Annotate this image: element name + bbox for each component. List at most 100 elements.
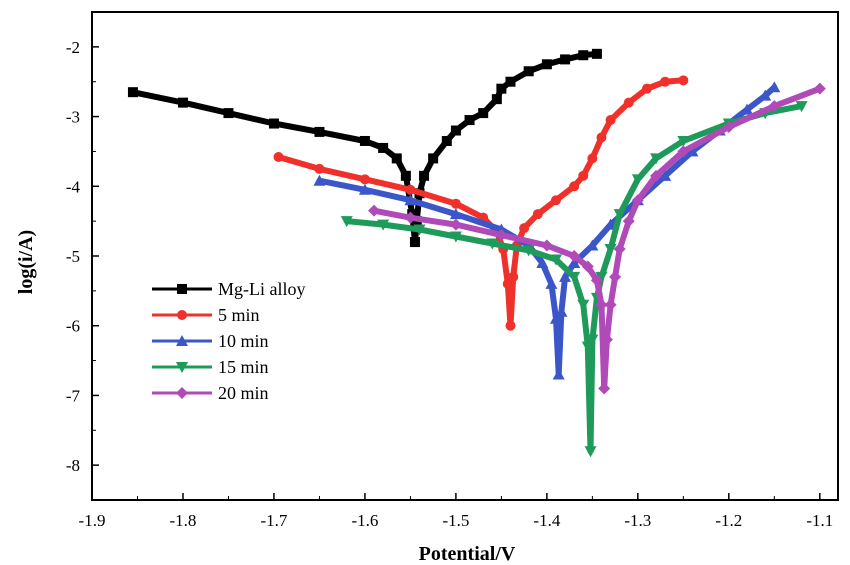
data-point	[595, 271, 608, 283]
data-point	[450, 125, 461, 136]
data-point	[641, 83, 652, 94]
data-point	[587, 153, 598, 164]
data-point	[613, 243, 626, 256]
data-point	[590, 274, 603, 287]
data-point	[223, 108, 234, 119]
data-point	[523, 66, 534, 77]
legend-label: 20 min	[218, 383, 269, 403]
data-point	[532, 209, 543, 220]
y-tick-label: -4	[66, 177, 81, 196]
data-point	[377, 219, 390, 231]
data-point	[486, 238, 499, 250]
data-point	[568, 256, 581, 268]
series-layer	[127, 48, 826, 458]
legend-marker	[177, 310, 187, 320]
data-point	[613, 209, 626, 221]
data-point	[314, 163, 325, 174]
plot-frame	[91, 11, 839, 501]
data-point	[577, 299, 590, 311]
data-point	[549, 312, 562, 324]
data-point	[541, 59, 552, 70]
legend-marker	[176, 387, 188, 399]
data-point	[464, 115, 475, 126]
data-point	[678, 75, 689, 86]
series-line	[129, 50, 600, 246]
legend-label: 15 min	[218, 357, 269, 377]
data-point	[604, 244, 617, 256]
y-tick-label: -8	[66, 456, 80, 475]
data-point	[549, 254, 562, 266]
data-point	[759, 89, 772, 101]
data-point	[449, 231, 462, 243]
data-point	[578, 170, 589, 181]
x-tick-label: -1.5	[442, 511, 469, 530]
y-tick-label: -5	[66, 247, 80, 266]
data-point	[441, 135, 452, 146]
y-tick-label: -6	[66, 317, 80, 336]
data-point	[623, 97, 634, 108]
data-point	[449, 218, 462, 231]
data-point	[496, 83, 507, 94]
data-point	[591, 48, 602, 59]
x-tick-label: -1.8	[170, 511, 197, 530]
data-point	[795, 101, 808, 113]
legend-label: 10 min	[218, 331, 269, 351]
data-point	[609, 270, 622, 283]
data-point	[378, 142, 389, 153]
data-point	[409, 237, 420, 248]
data-point	[631, 174, 644, 186]
data-point	[419, 170, 430, 181]
data-point	[650, 153, 663, 165]
data-point	[677, 135, 690, 147]
data-point	[491, 94, 502, 105]
data-point	[586, 239, 599, 251]
data-point	[686, 145, 699, 157]
y-tick-label: -2	[66, 38, 80, 57]
data-point	[519, 223, 530, 234]
data-point	[660, 76, 671, 87]
y-tick-label: -3	[66, 108, 80, 127]
data-point	[359, 174, 370, 185]
data-point	[598, 382, 611, 395]
x-tick-label: -1.6	[351, 511, 378, 530]
data-point	[495, 229, 508, 242]
data-point	[741, 103, 754, 115]
data-point	[478, 108, 489, 119]
data-point	[604, 298, 617, 311]
data-point	[400, 170, 411, 181]
data-point	[540, 239, 553, 252]
data-point	[273, 152, 284, 163]
data-point	[559, 270, 572, 282]
legend-label: 5 min	[218, 305, 260, 325]
y-tick-label: -7	[66, 386, 81, 405]
data-point	[545, 277, 558, 289]
legend-marker	[176, 335, 188, 346]
data-point	[813, 82, 826, 95]
data-point	[677, 145, 690, 158]
series-line	[343, 103, 805, 455]
data-point	[768, 81, 781, 93]
data-point	[404, 211, 417, 224]
series-2	[313, 81, 781, 380]
data-point	[555, 305, 568, 317]
data-point	[581, 260, 594, 273]
x-tick-label: -1.1	[806, 511, 833, 530]
data-point	[650, 169, 663, 182]
data-point	[505, 76, 516, 87]
data-point	[404, 194, 417, 206]
data-point	[314, 126, 325, 137]
x-tick-label: -1.7	[260, 511, 287, 530]
plot-border	[91, 11, 839, 501]
data-point	[659, 169, 672, 181]
x-tick-label: -1.9	[79, 511, 106, 530]
series-3	[340, 101, 808, 458]
data-point	[596, 132, 607, 143]
x-tick-label: -1.4	[533, 511, 560, 530]
data-point	[368, 204, 381, 217]
data-point	[127, 87, 138, 98]
data-point	[578, 50, 589, 61]
data-point	[505, 320, 516, 331]
data-point	[569, 181, 580, 192]
data-point	[584, 446, 597, 458]
